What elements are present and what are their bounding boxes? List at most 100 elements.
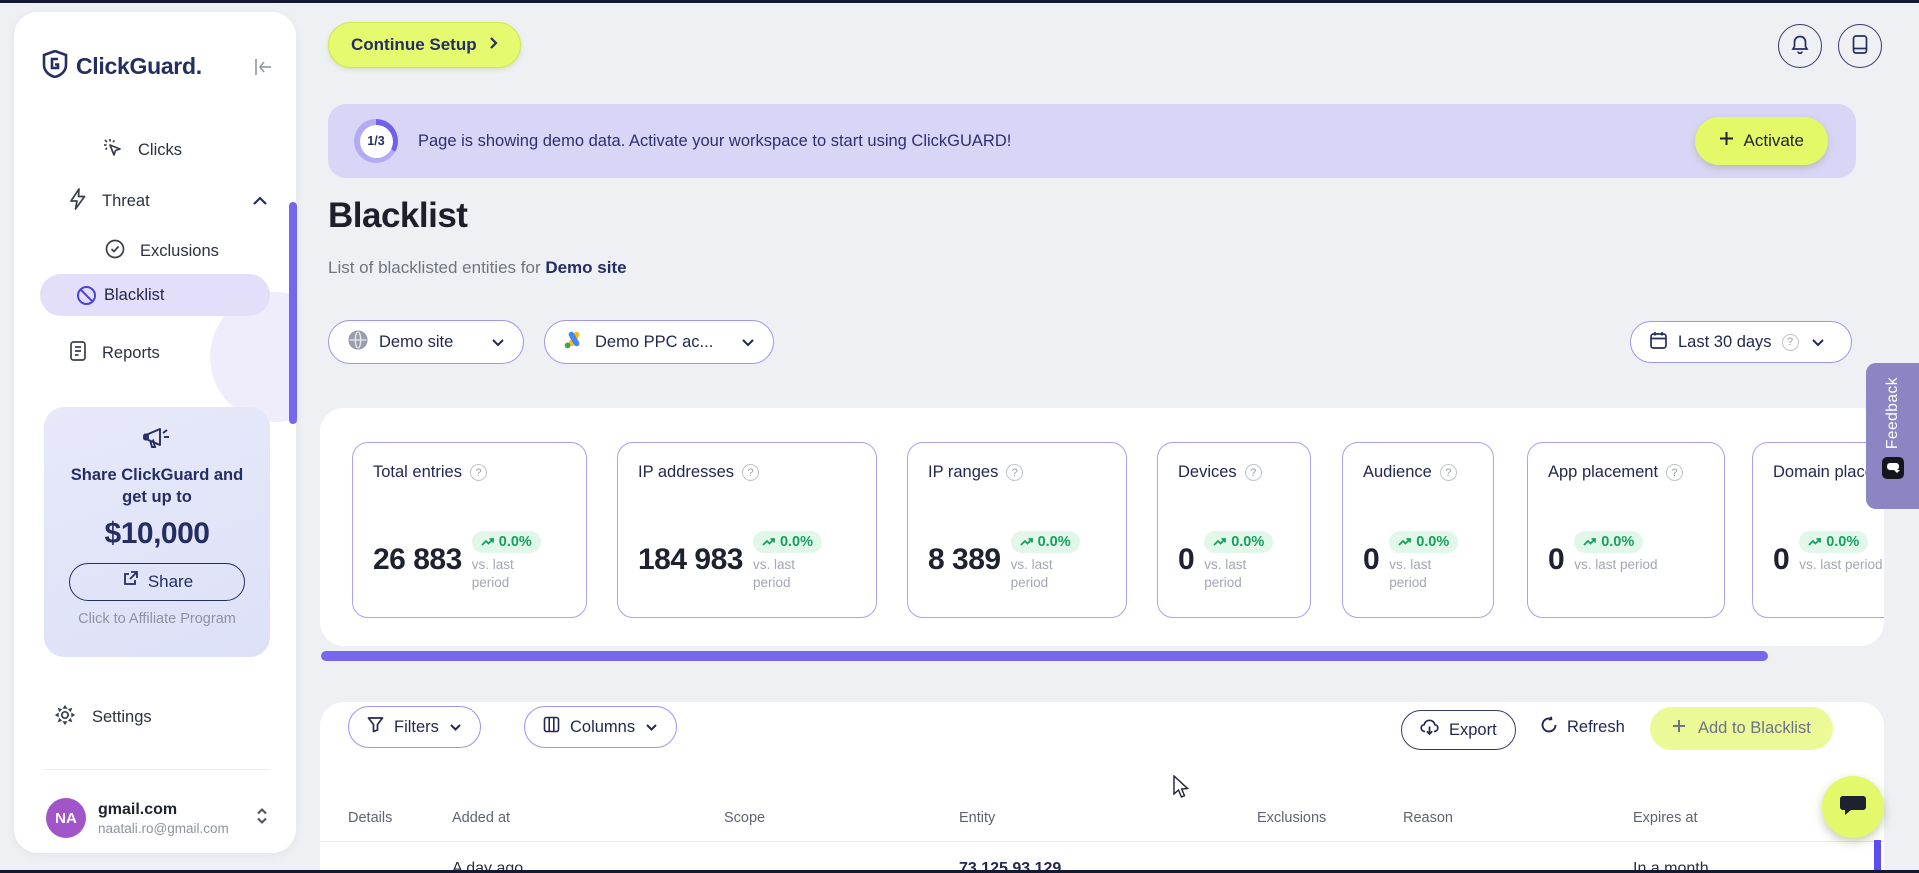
- columns-label: Columns: [570, 717, 636, 736]
- trend-up-icon: [1019, 538, 1033, 546]
- stat-card-ip-addresses: IP addresses? 184 983 0.0% vs. last peri…: [617, 442, 877, 618]
- stat-card-audience: Audience? 0 0.0% vs. last period: [1342, 442, 1494, 618]
- export-label: Export: [1449, 720, 1497, 739]
- activate-button[interactable]: Activate: [1694, 117, 1828, 165]
- affiliate-note[interactable]: Click to Affiliate Program: [78, 610, 236, 627]
- refresh-button[interactable]: Refresh: [1540, 716, 1625, 739]
- stat-vs-label: vs. last period: [1010, 557, 1053, 591]
- table-header-divider: [320, 841, 1884, 842]
- chevron-down-icon: [449, 718, 462, 737]
- share-button[interactable]: Share: [69, 562, 245, 601]
- stat-vs-label: vs. last period: [1204, 557, 1247, 591]
- workspace-switcher[interactable]: NA gmail.com naatali.ro@gmail.com: [46, 798, 268, 838]
- stat-vs-label: vs. last period: [1799, 557, 1883, 572]
- stat-label: Domain placement: [1773, 463, 1884, 481]
- stat-value: 0: [1548, 543, 1565, 576]
- sidebar-divider: [44, 769, 270, 770]
- help-icon[interactable]: ?: [469, 464, 487, 481]
- external-link-icon: [121, 570, 139, 593]
- affiliate-promo-card: Share ClickGuard and get up to $10,000 S…: [44, 407, 270, 657]
- chevron-down-icon: [1811, 333, 1825, 352]
- chat-bubble-icon: [1839, 793, 1867, 822]
- help-icon[interactable]: ?: [1006, 464, 1024, 481]
- stat-vs-label: vs. last period: [752, 557, 795, 591]
- megaphone-icon: [142, 428, 172, 455]
- stat-card-total-entries: Total entries? 26 883 0.0% vs. last peri…: [352, 442, 587, 618]
- promo-amount: $10,000: [104, 516, 210, 550]
- docs-button[interactable]: [1838, 24, 1882, 68]
- column-header-entity[interactable]: Entity: [959, 810, 996, 826]
- brand: ClickGuard.: [42, 49, 274, 83]
- stat-delta: 0.0%: [1037, 534, 1071, 550]
- google-ads-icon: [563, 330, 585, 355]
- calendar-icon: [1649, 330, 1668, 355]
- cards-horizontal-scrollbar-thumb[interactable]: [321, 651, 1768, 661]
- help-icon[interactable]: ?: [1439, 464, 1457, 481]
- sidebar-item-threat[interactable]: Threat: [68, 188, 268, 215]
- stat-delta: 0.0%: [498, 534, 532, 550]
- date-range-selector[interactable]: Last 30 days ?: [1630, 321, 1852, 363]
- site-selector[interactable]: Demo site: [328, 320, 524, 364]
- stat-label: Audience: [1363, 463, 1432, 481]
- stats-panel: Total entries? 26 883 0.0% vs. last peri…: [320, 408, 1884, 646]
- plus-icon: [1672, 719, 1686, 738]
- sidebar-item-exclusions[interactable]: Exclusions: [104, 238, 219, 265]
- globe-icon: [347, 329, 369, 356]
- sidebar-collapse-icon[interactable]: [252, 57, 274, 77]
- add-to-blacklist-button[interactable]: Add to Blacklist: [1650, 707, 1833, 750]
- refresh-label: Refresh: [1567, 718, 1625, 736]
- sidebar-item-reports[interactable]: Reports: [68, 340, 160, 367]
- sidebar-scrollbar-thumb[interactable]: [289, 202, 297, 424]
- blocked-icon: [76, 285, 97, 306]
- chat-widget-button[interactable]: [1822, 776, 1884, 838]
- setup-progress-value: 1/3: [359, 124, 393, 158]
- user-meta: gmail.com naatali.ro@gmail.com: [98, 801, 229, 836]
- column-header-added-at[interactable]: Added at: [452, 810, 511, 826]
- feedback-tab[interactable]: Feedback: [1866, 363, 1919, 509]
- stat-label: IP ranges: [928, 463, 999, 481]
- stat-delta: 0.0%: [1416, 534, 1450, 550]
- sidebar-item-settings[interactable]: Settings: [54, 704, 152, 731]
- column-header-reason[interactable]: Reason: [1403, 810, 1453, 826]
- sidebar-item-label: Clicks: [138, 141, 182, 159]
- stat-vs-label: vs. last period: [1574, 557, 1658, 572]
- chevron-down-icon: [741, 333, 755, 352]
- cell-entity: 73.125.93.129: [959, 860, 1062, 873]
- cloud-download-icon: [1420, 719, 1439, 741]
- page-vertical-scrollbar-thumb[interactable]: [1874, 840, 1881, 873]
- trend-up-icon: [1583, 538, 1597, 546]
- sidebar-item-blacklist[interactable]: Blacklist: [40, 274, 270, 316]
- stat-delta: 0.0%: [1231, 534, 1265, 550]
- help-icon[interactable]: ?: [1666, 464, 1684, 481]
- stat-label: Total entries: [373, 463, 462, 481]
- export-button[interactable]: Export: [1401, 710, 1516, 750]
- column-header-exclusions[interactable]: Exclusions: [1257, 810, 1327, 826]
- notifications-button[interactable]: [1778, 24, 1822, 68]
- ppc-account-selector[interactable]: Demo PPC ac...: [544, 320, 774, 364]
- sidebar-item-clicks[interactable]: Clicks: [102, 137, 182, 164]
- chevron-right-icon: [489, 35, 498, 55]
- continue-setup-button[interactable]: Continue Setup: [328, 22, 521, 68]
- columns-dropdown[interactable]: Columns: [524, 706, 678, 748]
- stat-card-devices: Devices? 0 0.0% vs. last period: [1157, 442, 1311, 618]
- subtitle-site-name: Demo site: [545, 258, 627, 277]
- stat-delta: 0.0%: [779, 534, 814, 550]
- feedback-chat-icon: [1881, 457, 1904, 480]
- plus-icon: [1719, 131, 1734, 151]
- help-icon[interactable]: ?: [742, 464, 760, 481]
- bell-icon: [1790, 34, 1810, 58]
- workspace-name: gmail.com: [98, 800, 178, 818]
- filters-dropdown[interactable]: Filters: [348, 706, 481, 748]
- column-header-scope[interactable]: Scope: [724, 810, 766, 826]
- help-icon[interactable]: ?: [1781, 333, 1799, 351]
- help-icon[interactable]: ?: [1244, 464, 1262, 481]
- stat-label: App placement: [1548, 463, 1659, 481]
- subtitle-text: List of blacklisted entities for: [328, 258, 546, 277]
- share-button-label: Share: [147, 571, 194, 591]
- column-header-expires-at[interactable]: Expires at: [1633, 810, 1698, 826]
- column-header-details[interactable]: Details: [348, 810, 393, 826]
- document-icon: [68, 340, 88, 367]
- feedback-label: Feedback: [1883, 377, 1901, 450]
- trend-up-icon: [1808, 538, 1822, 546]
- stat-label: IP addresses: [638, 463, 735, 481]
